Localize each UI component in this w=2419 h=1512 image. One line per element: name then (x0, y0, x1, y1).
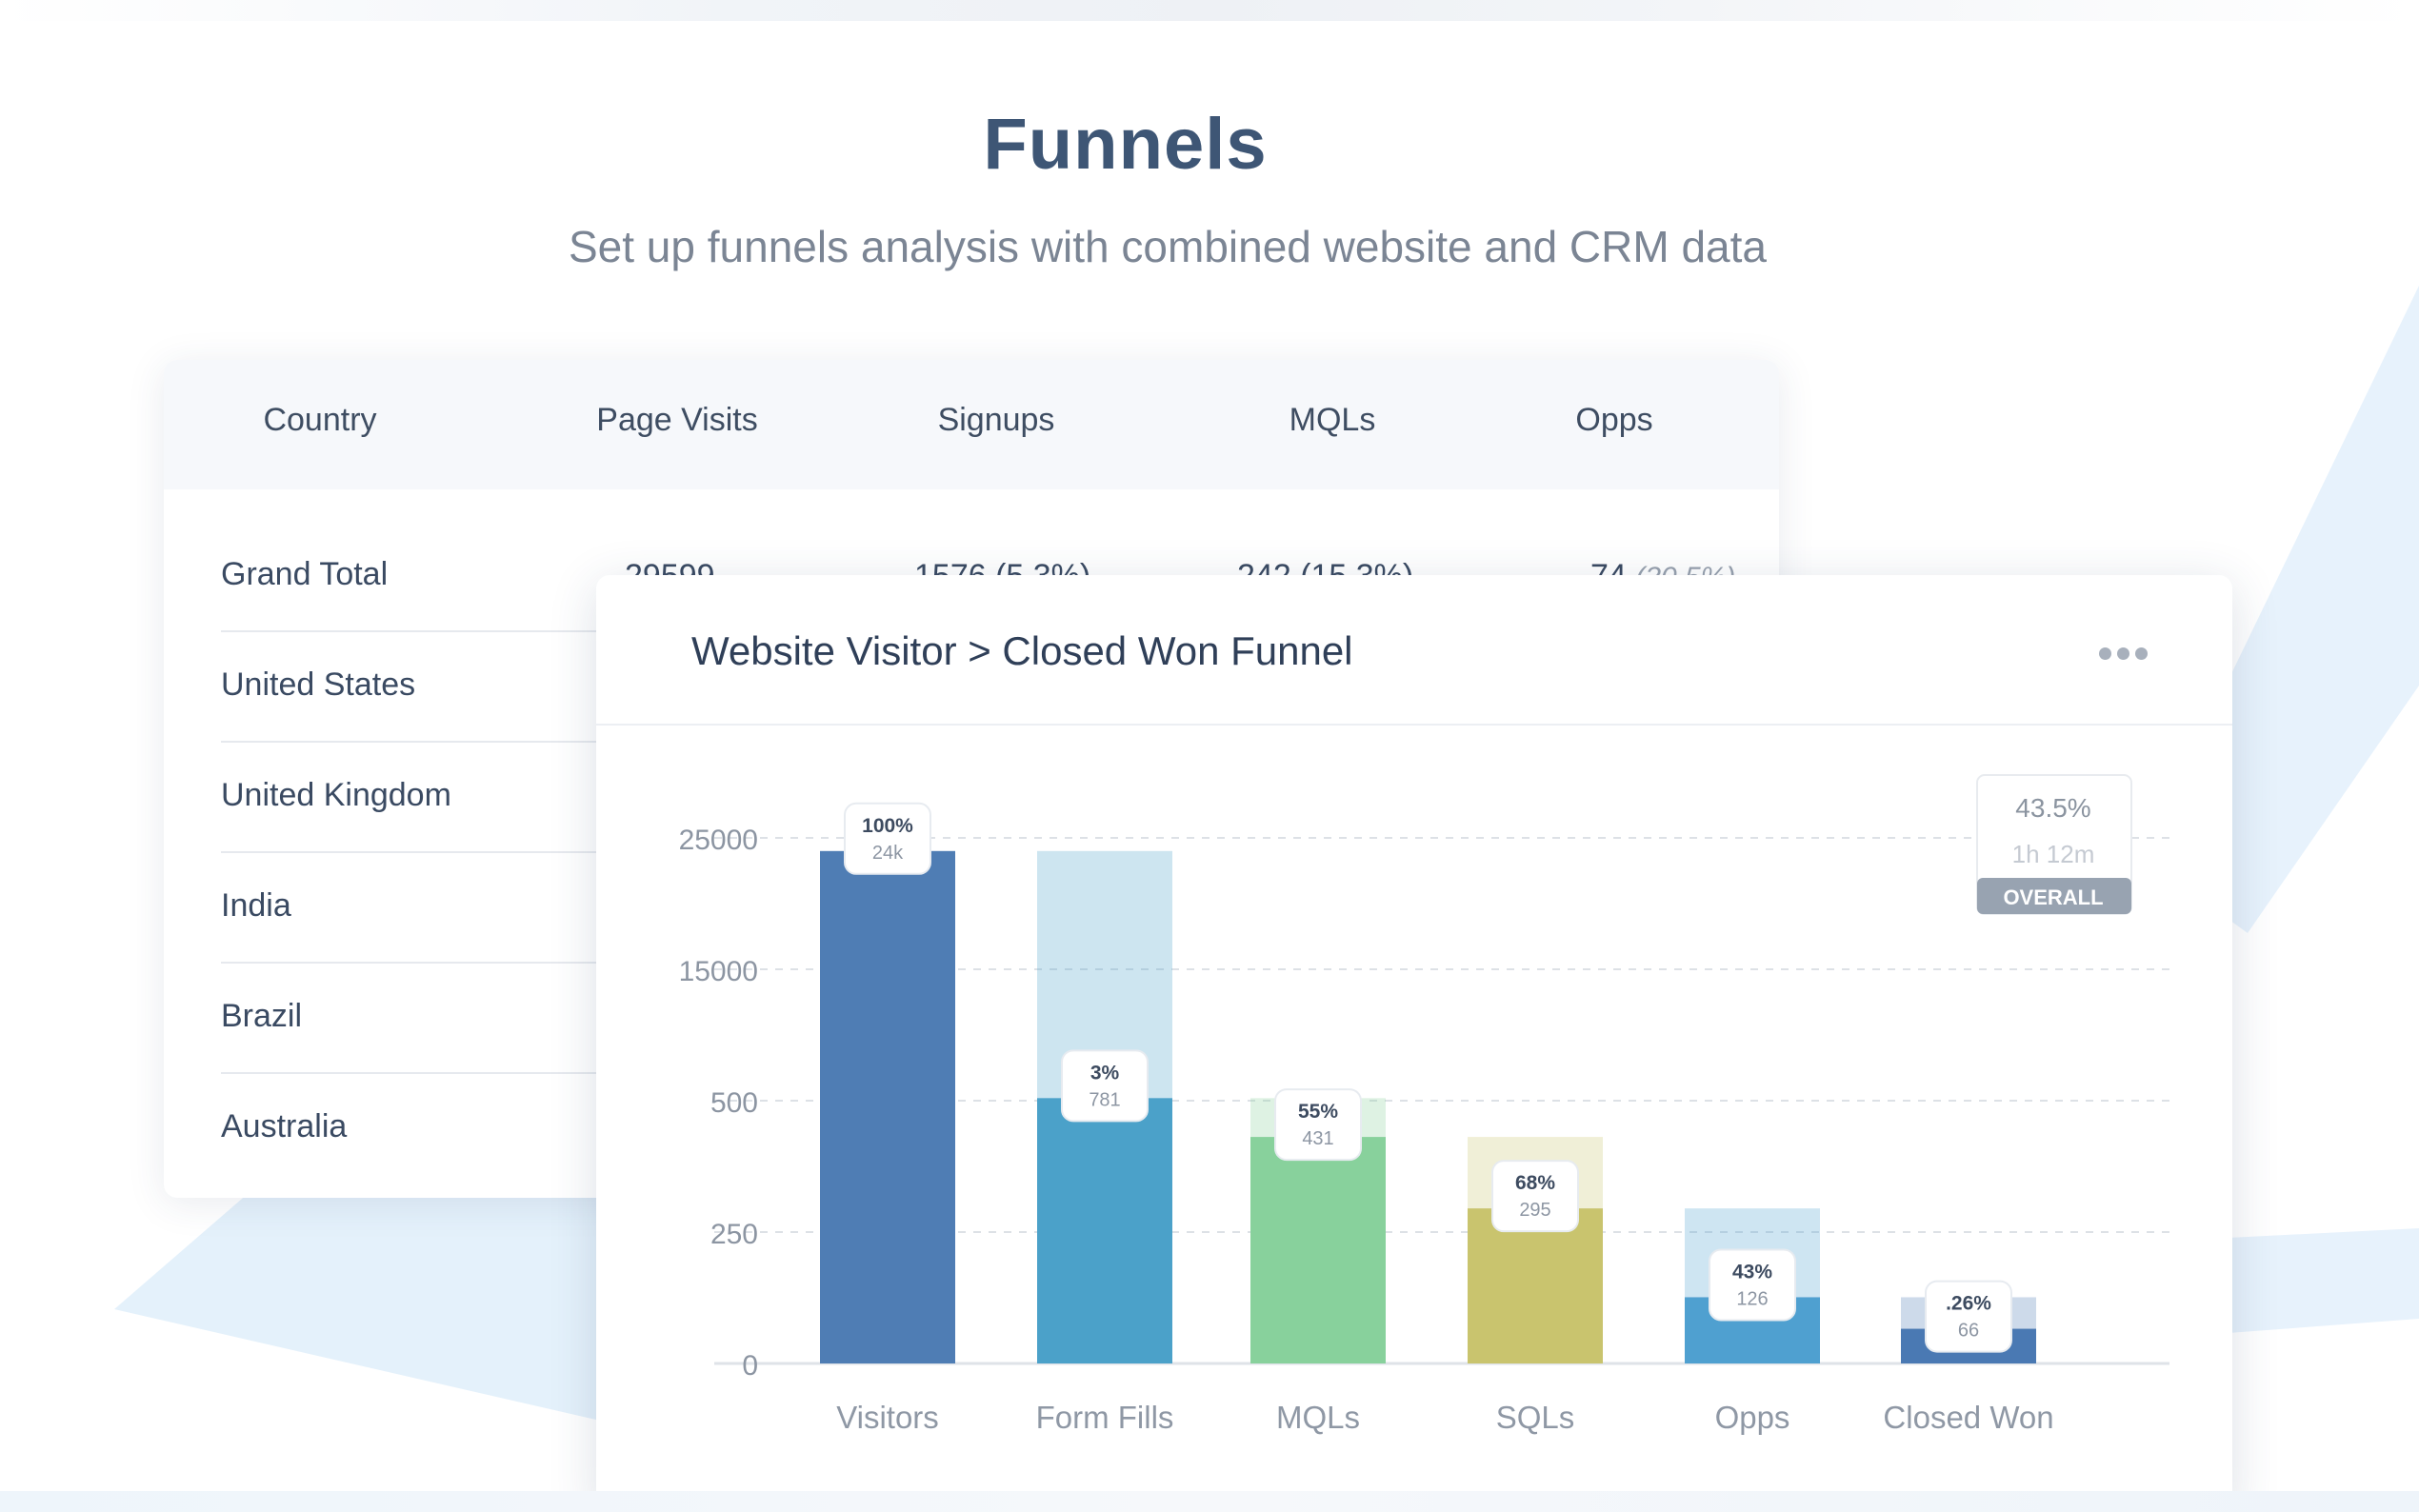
bar-pct-label: 100% (862, 815, 913, 837)
bar-count-label: 295 (1519, 1200, 1550, 1221)
x-category-label: Visitors (836, 1400, 939, 1435)
column-header-signups[interactable]: Signups (937, 402, 1055, 438)
y-tick-label: 25000 (679, 825, 758, 856)
background-bottom-band (0, 1491, 2419, 1512)
x-category-label: Form Fills (1036, 1400, 1174, 1435)
bar-count-label: 431 (1302, 1128, 1333, 1149)
row-label-grand-total: Grand Total (221, 556, 389, 592)
x-category-label: Opps (1715, 1400, 1790, 1435)
row-label-brazil: Brazil (221, 998, 303, 1034)
background-top-band (0, 0, 2419, 21)
y-tick-label: 15000 (679, 956, 758, 987)
hero-subtitle: Set up funnels analysis with combined we… (568, 222, 1767, 271)
bar-value-badge (1709, 1248, 1796, 1322)
bar-count-label: 126 (1736, 1288, 1768, 1309)
bar-value-badge (1491, 1160, 1579, 1233)
bar-sqls (1468, 1208, 1603, 1363)
overall-time: 1h 12m (2012, 840, 2095, 868)
column-header-country[interactable]: Country (263, 402, 377, 438)
column-header-opps[interactable]: Opps (1575, 402, 1653, 438)
table-header: Country Page Visits Signups MQLs Opps (164, 360, 1779, 489)
column-header-mqls[interactable]: MQLs (1289, 402, 1376, 438)
bar-pct-label: .26% (1946, 1293, 1991, 1315)
bar-value-badge (1274, 1088, 1362, 1162)
chart-header-divider (596, 724, 2232, 726)
bar-visitors (820, 850, 955, 1363)
overall-label: OVERALL (2003, 885, 2103, 909)
bar-pct-label: 68% (1515, 1172, 1555, 1194)
bar-pct-label: 55% (1298, 1101, 1338, 1123)
bar-mqls (1250, 1137, 1386, 1363)
more-dots-icon[interactable] (2099, 647, 2156, 666)
bar-form-fills (1037, 1098, 1172, 1363)
x-category-label: Closed Won (1883, 1400, 2053, 1435)
bar-pct-label: 43% (1732, 1261, 1772, 1283)
bar-pct-label: 3% (1090, 1062, 1120, 1084)
x-category-label: SQLs (1496, 1400, 1575, 1435)
column-header-page-visits[interactable]: Page Visits (596, 402, 758, 438)
bar-count-label: 66 (1958, 1321, 1979, 1342)
funnel-bar-chart: 0 250 500 15000 25000 100% 24k Visitors 3% 781 For… (679, 774, 2169, 1435)
overall-label-bar (1977, 878, 2131, 914)
bar-value-badge (1061, 1049, 1149, 1123)
overall-rate: 43.5% (2015, 793, 2090, 823)
bar-count-label: 781 (1089, 1089, 1120, 1110)
bar-value-badge (844, 802, 931, 875)
hero-title: Funnels (983, 104, 1268, 185)
row-label-united-kingdom: United Kingdom (221, 777, 451, 813)
y-tick-label: 500 (710, 1087, 758, 1119)
row-label-india: India (221, 887, 291, 924)
row-label-united-states: United States (221, 666, 416, 703)
row-label-australia: Australia (221, 1108, 348, 1144)
funnel-chart-card: Website Visitor > Closed Won Funnel 0 250… (596, 575, 2232, 1512)
bar-count-label: 24k (872, 843, 904, 864)
x-category-label: MQLs (1276, 1400, 1360, 1435)
chart-title: Website Visitor > Closed Won Funnel (691, 628, 1353, 673)
y-tick-label: 250 (710, 1219, 758, 1250)
bar-value-badge (1925, 1280, 2012, 1353)
y-tick-label: 0 (742, 1350, 758, 1382)
